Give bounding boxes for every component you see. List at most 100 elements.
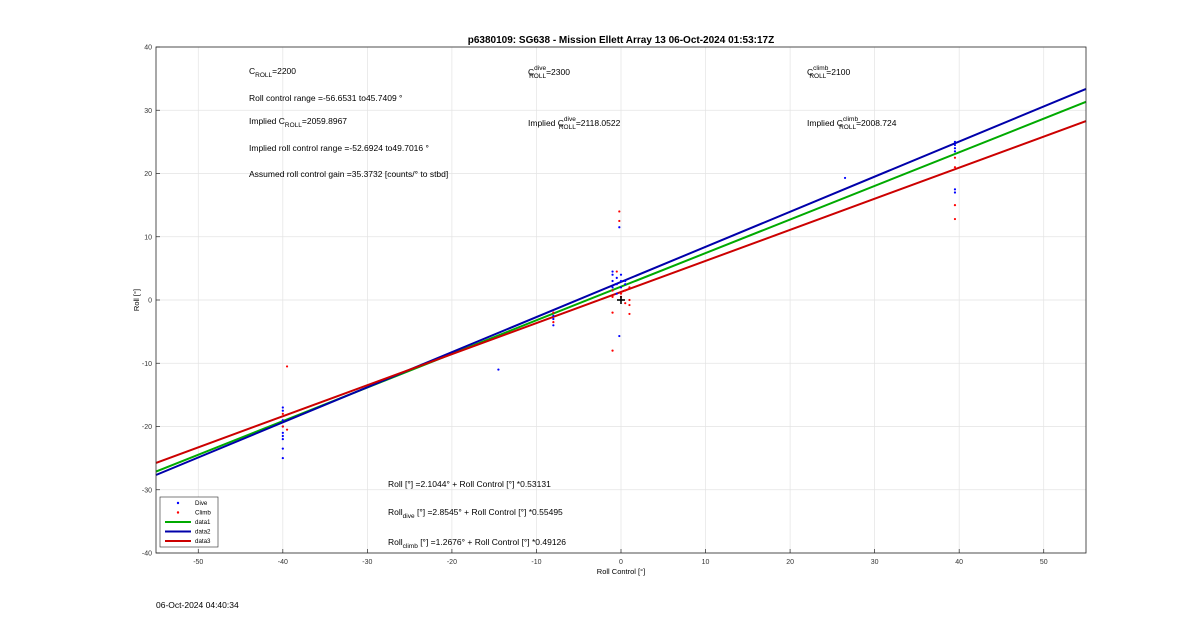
y-tick-label: 10 (144, 234, 152, 241)
point-dive (611, 273, 614, 276)
footer-timestamp: 06-Oct-2024 04:40:34 (156, 600, 239, 610)
point-dive (953, 143, 957, 147)
annotation-implied-c-climb: Implied Cclimb ROLL=2008.724 (807, 116, 897, 131)
point-climb (618, 210, 621, 213)
point-climb (611, 349, 614, 352)
point-dive (281, 438, 284, 441)
y-tick-label: 30 (144, 108, 152, 115)
y-tick-label: -20 (142, 424, 152, 431)
annotation-c-roll: CROLL=2200 (249, 66, 296, 79)
x-tick-label: -10 (531, 559, 541, 566)
annotation-c-dive: Cdive ROLL=2300 (528, 65, 570, 80)
y-tick-label: 40 (144, 45, 152, 52)
point-dive (624, 279, 627, 283)
point-dive (615, 276, 618, 279)
fit-line-data3 (155, 120, 1087, 464)
point-dive (953, 191, 957, 194)
point-dive (619, 279, 623, 283)
legend-swatch-dive (176, 501, 180, 505)
point-climb (953, 166, 957, 169)
point-dive (281, 419, 284, 422)
annotation-roll-control-range: Roll control range =-56.6531 to45.7409 ° (249, 93, 402, 103)
point-dive (615, 292, 618, 295)
point-dive (281, 431, 284, 434)
x-tick-label: -30 (362, 559, 372, 566)
point-dive (953, 150, 957, 153)
point-climb (628, 303, 631, 307)
y-tick-label: -30 (142, 487, 152, 494)
chart-title: p6380109: SG638 - Mission Ellett Array 1… (468, 35, 774, 46)
x-tick-label: 0 (619, 559, 623, 566)
y-tick-label: 20 (144, 171, 152, 178)
point-dive (281, 457, 284, 460)
point-climb (618, 219, 621, 223)
point-dive (281, 447, 284, 450)
point-dive (611, 270, 614, 273)
point-dive (281, 434, 284, 438)
x-tick-label: 50 (1040, 559, 1048, 566)
fit-equation-dive: Rolldive [°] =2.8545° + Roll Control [°]… (388, 507, 563, 520)
fit-equation-climb: Rollclimb [°] =1.2676° + Roll Control [°… (388, 537, 566, 550)
annotation-implied-c-roll: Implied CROLL=2059.8967 (249, 116, 347, 129)
point-dive (497, 368, 500, 371)
point-climb (953, 217, 957, 221)
legend: Dive Climb data1 data2 data3 (159, 496, 219, 548)
centre-cross (617, 296, 625, 304)
point-dive (552, 317, 555, 321)
point-dive (615, 283, 618, 286)
axis-ticks: -50 -40 -30 -20 -10 0 10 20 30 40 50 -40 -30 -20 -10 0 1… (142, 45, 1048, 567)
point-climb (624, 302, 627, 305)
point-dive (611, 286, 614, 289)
x-tick-label: 30 (871, 559, 879, 566)
x-tick-label: 10 (702, 559, 710, 566)
point-climb (552, 311, 555, 314)
x-axis-label: Roll Control [°] (597, 567, 645, 576)
x-tick-label: 40 (955, 559, 963, 566)
x-tick-label: -50 (193, 559, 203, 566)
point-climb (624, 289, 627, 292)
annotation-c-climb: Cclimb ROLL=2100 (807, 65, 850, 80)
point-dive (953, 147, 957, 150)
point-dive (618, 226, 621, 229)
point-dive (619, 286, 623, 289)
data-points (281, 140, 957, 460)
point-climb (285, 365, 289, 368)
point-climb (552, 321, 555, 324)
point-dive (611, 279, 614, 283)
y-tick-label: 0 (148, 298, 152, 305)
annotation-implied-c-dive: Implied Cdive ROLL=2118.0522 (528, 116, 621, 131)
point-dive (618, 334, 621, 338)
y-axis-label: Roll [°] (132, 289, 141, 311)
point-climb (611, 311, 614, 314)
x-tick-label: -40 (278, 559, 288, 566)
point-climb (619, 292, 623, 295)
point-climb (953, 204, 957, 207)
point-dive (281, 409, 284, 412)
point-dive (552, 314, 555, 317)
legend-label: data2 (195, 529, 211, 536)
legend-label: data1 (195, 519, 211, 526)
point-climb (611, 289, 614, 292)
legend-label: Dive (195, 500, 208, 507)
point-dive (953, 140, 957, 143)
annotation-gain: Assumed roll control gain =35.3732 [coun… (249, 169, 448, 179)
point-dive (624, 283, 627, 286)
point-dive (843, 176, 847, 180)
point-dive (619, 273, 623, 276)
legend-label: Climb (195, 510, 211, 517)
y-tick-label: -40 (142, 551, 152, 558)
point-dive (281, 406, 284, 409)
x-tick-label: 20 (786, 559, 794, 566)
point-climb (285, 428, 289, 431)
fit-equation-all: Roll [°] =2.1044° + Roll Control [°] *0.… (388, 479, 551, 489)
annotation-implied-range: Implied roll control range =-52.6924 to4… (249, 143, 429, 153)
point-climb (628, 286, 631, 289)
point-climb (953, 156, 957, 159)
point-climb (615, 270, 618, 273)
point-climb (281, 425, 284, 428)
point-climb (628, 298, 631, 302)
point-climb (628, 312, 631, 316)
point-climb (281, 412, 284, 415)
point-climb (611, 295, 614, 298)
